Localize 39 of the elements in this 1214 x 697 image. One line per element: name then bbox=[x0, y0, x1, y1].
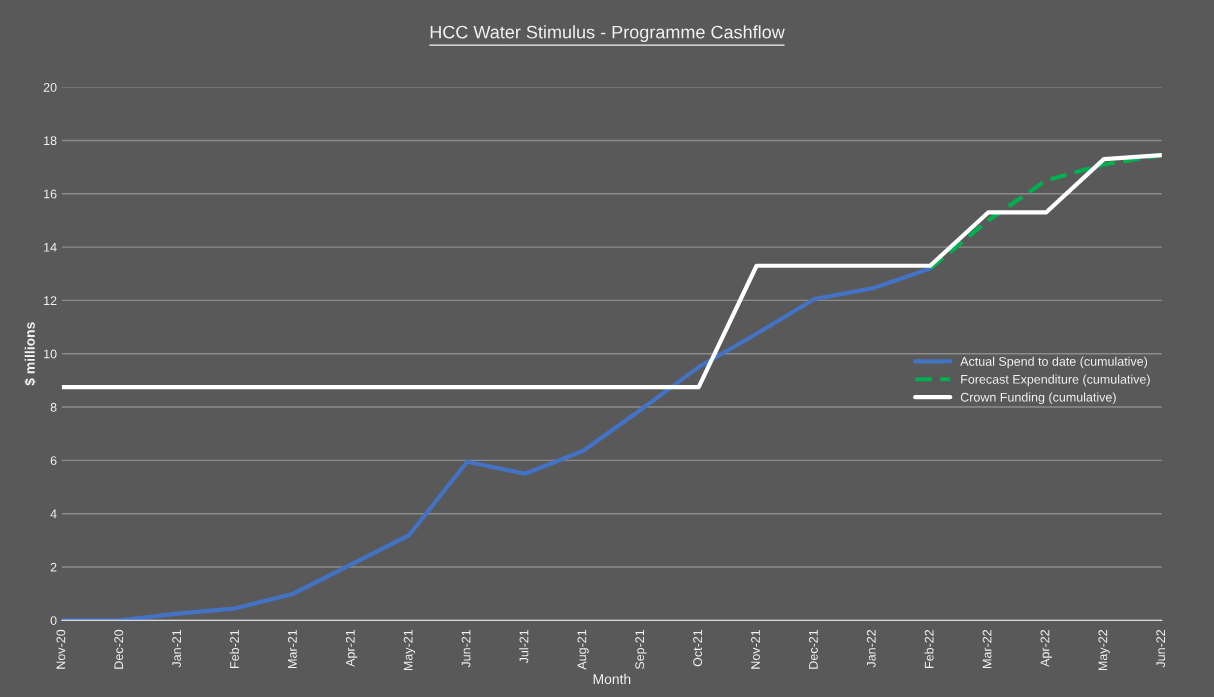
legend-label: Actual Spend to date (cumulative) bbox=[960, 356, 1148, 369]
x-tick-label: Jun-21 bbox=[461, 629, 471, 668]
y-tick-label: 6 bbox=[50, 456, 57, 466]
x-tick-label: Jul-21 bbox=[519, 629, 529, 664]
x-tick-label: Feb-21 bbox=[229, 629, 239, 668]
y-tick-label: 20 bbox=[43, 82, 57, 92]
y-axis-title: $ millions bbox=[24, 322, 36, 386]
x-tick-label: Nov-20 bbox=[56, 629, 66, 669]
y-tick-label: 10 bbox=[44, 349, 57, 359]
line-series bbox=[61, 153, 1162, 390]
x-axis-title: Month bbox=[593, 673, 631, 685]
line-series bbox=[61, 266, 933, 621]
y-tick-label: 0 bbox=[50, 616, 57, 625]
y-tick-label: 2 bbox=[50, 562, 57, 572]
y-tick-label: 8 bbox=[50, 402, 57, 412]
x-tick-label: Mar-22 bbox=[982, 629, 992, 668]
y-tick-label: 14 bbox=[44, 243, 57, 252]
x-tick-label: May-22 bbox=[1098, 629, 1110, 671]
x-tick-label: Oct-21 bbox=[693, 629, 703, 667]
x-tick-label: Sep-21 bbox=[635, 629, 647, 670]
x-tick-label: Apr-21 bbox=[345, 629, 358, 667]
y-tick-label: 4 bbox=[50, 509, 57, 519]
y-tick-label: 12 bbox=[44, 296, 57, 305]
x-tick-label: Dec-21 bbox=[808, 629, 818, 669]
legend-label: Forecast Expenditure (cumulative) bbox=[961, 374, 1150, 387]
x-tick-label: Feb-22 bbox=[924, 629, 934, 668]
x-tick-label: Dec-20 bbox=[114, 629, 124, 669]
x-tick-label: Nov-21 bbox=[751, 629, 760, 669]
x-tick-label: Aug-21 bbox=[577, 629, 589, 670]
y-tick-label: 16 bbox=[44, 189, 57, 199]
legend-label: Crown Funding (cumulative) bbox=[960, 392, 1116, 405]
chart-title: HCC Water Stimulus - Programme Cashflow bbox=[430, 25, 785, 43]
x-tick-label: Jan-21 bbox=[172, 629, 182, 668]
x-tick-label: Mar-21 bbox=[287, 629, 297, 668]
x-tick-label: May-21 bbox=[403, 629, 416, 671]
x-tick-label: Jun-22 bbox=[1156, 629, 1166, 668]
x-tick-label: Apr-22 bbox=[1040, 629, 1052, 667]
x-tick-label: Jan-22 bbox=[866, 629, 876, 668]
y-tick-label: 18 bbox=[44, 136, 57, 146]
